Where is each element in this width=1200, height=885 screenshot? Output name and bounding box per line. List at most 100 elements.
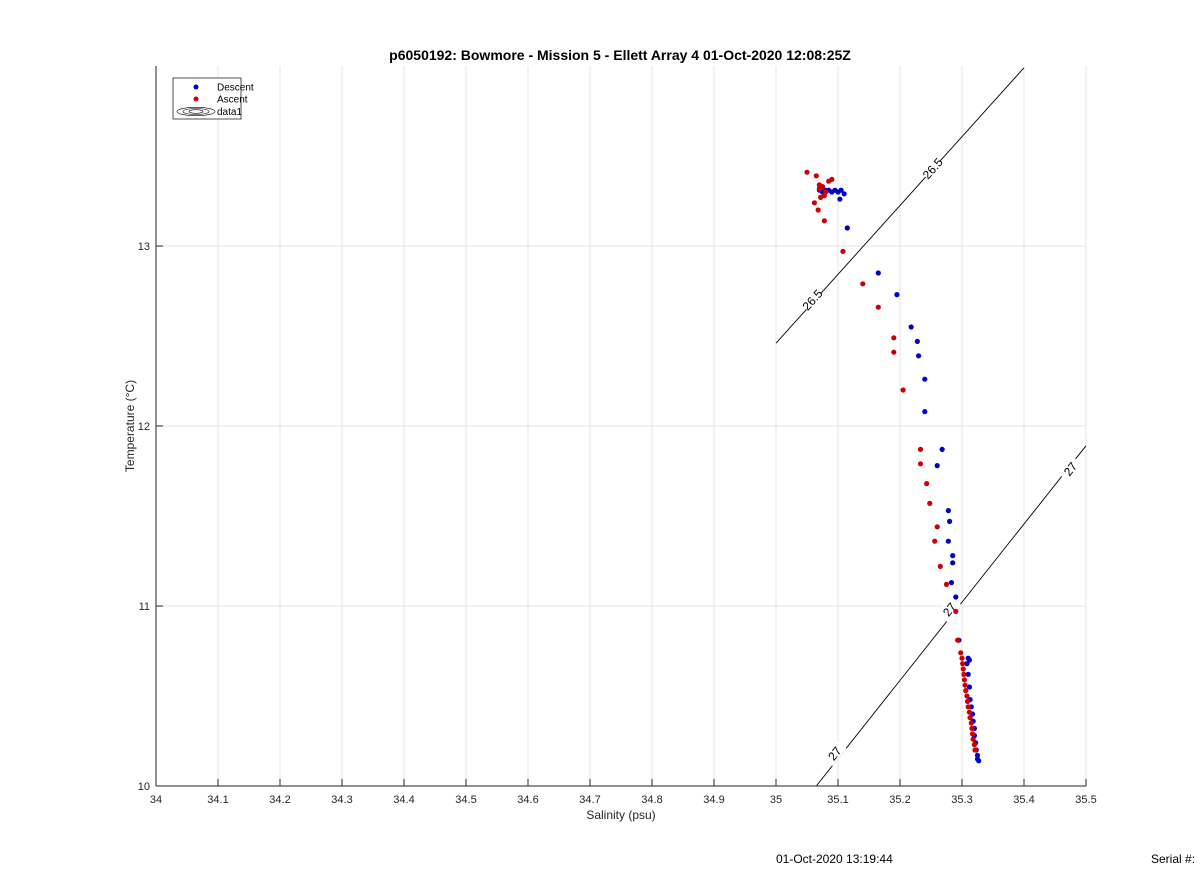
descent-point [875,270,881,276]
descent-point [976,758,982,764]
y-axis-label: Temperature (°C) [123,380,137,472]
ascent-point [969,725,975,732]
ascent-point [961,677,968,683]
legend-ascent-marker [193,96,199,102]
x-tick-label: 35.3 [951,794,972,806]
print-timestamp: 01-Oct-2020 13:19:44 [776,852,893,866]
descent-point [945,508,951,514]
ascent-point [840,248,846,254]
descent-point [953,594,959,600]
legend-ascent-label: Ascent [217,95,248,106]
ascent-point [963,688,969,694]
ascent-point [811,200,818,206]
ascent-point [917,446,924,452]
legend-descent-label: Descent [217,83,254,94]
ascent-point [891,335,897,341]
ascent-point [819,184,826,190]
y-tick-label: 10 [138,781,150,793]
x-tick-label: 35.5 [1075,794,1096,806]
contour-label-background [936,596,962,622]
ascent-point [964,693,970,699]
descent-point [841,191,847,197]
ascent-point [818,194,824,200]
ascent-point [960,666,966,672]
ascent-point [958,650,964,656]
x-ticks: 34 34.1 34.2 34.3 34.4 34.5 34.6 34.7 34.8 34.9 35… [150,779,1097,806]
x-tick-label: 34.7 [579,794,600,806]
contour-label-background [799,286,825,313]
ascent-point [927,500,933,506]
ascent-point [821,218,827,224]
x-axis-label: Salinity (psu) [586,808,655,822]
x-tick-label: 34.6 [517,794,538,806]
descent-point [908,324,914,330]
y-ticks: 10 11 12 13 [138,241,163,793]
descent-point [922,409,928,415]
descent-point [914,338,920,344]
descent-point [965,671,971,678]
x-tick-label: 34.9 [703,794,724,806]
descent-point [916,353,922,359]
x-tick-label: 34.3 [331,794,352,806]
ascent-point [924,481,930,487]
x-tick-label: 35 [770,794,782,806]
y-tick-label: 12 [138,421,150,433]
legend-contour-icon [176,107,216,117]
x-tick-label: 34.2 [269,794,290,806]
descent-point [934,463,940,469]
ascent-point [960,661,966,667]
ascent-point [937,563,943,570]
ascent-point [891,349,897,355]
y-tick-label: 11 [139,601,150,613]
x-tick-label: 34 [150,794,162,806]
grid [156,66,1087,786]
ascent-point [964,698,971,705]
density-contour-label: 27 [936,596,962,622]
ascent-point [804,169,810,175]
density-contour-label: 27 [821,740,847,766]
ascent-point [917,461,924,467]
ascent-point [860,281,866,287]
descent-point [948,580,955,586]
legend-descent-marker [193,84,199,90]
ascent-point [965,704,971,710]
ascent-point [875,304,881,310]
x-tick-label: 34.4 [393,794,414,806]
x-tick-label: 35.2 [889,794,910,806]
legend-data1-label: data1 [217,107,242,118]
density-contour-label: 27 [1057,455,1083,482]
descent-point [974,752,981,759]
ascent-point [967,715,973,721]
serial-number-label: Serial #: [1151,852,1196,866]
descent-point [945,538,951,544]
ascent-point [971,742,978,748]
contour-label-background [919,155,945,181]
contour-label-background [1057,455,1083,482]
ascent-point [815,207,821,213]
descent-point [950,553,956,559]
ascent-point [962,682,968,688]
descent-point [966,684,973,690]
x-tick-label: 35.4 [1013,794,1034,806]
legend: Descent Ascent data1 [172,77,254,120]
contour-label-background [821,740,847,766]
descent-point [947,518,953,525]
ascent-point [972,747,978,753]
ascent-point [955,637,961,643]
ascent-point [900,387,906,393]
ascent-point [968,720,974,726]
ascent-point [966,709,973,715]
x-tick-label: 34.8 [641,794,662,806]
ascent-point [959,655,965,661]
ascent-point [932,538,938,544]
ascent-point [813,173,819,179]
descent-point [950,560,956,566]
descent-point [837,196,843,202]
ascent-point [953,608,959,615]
ascent-point [961,671,967,678]
ascent-point [970,736,976,742]
descent-point [939,446,945,452]
